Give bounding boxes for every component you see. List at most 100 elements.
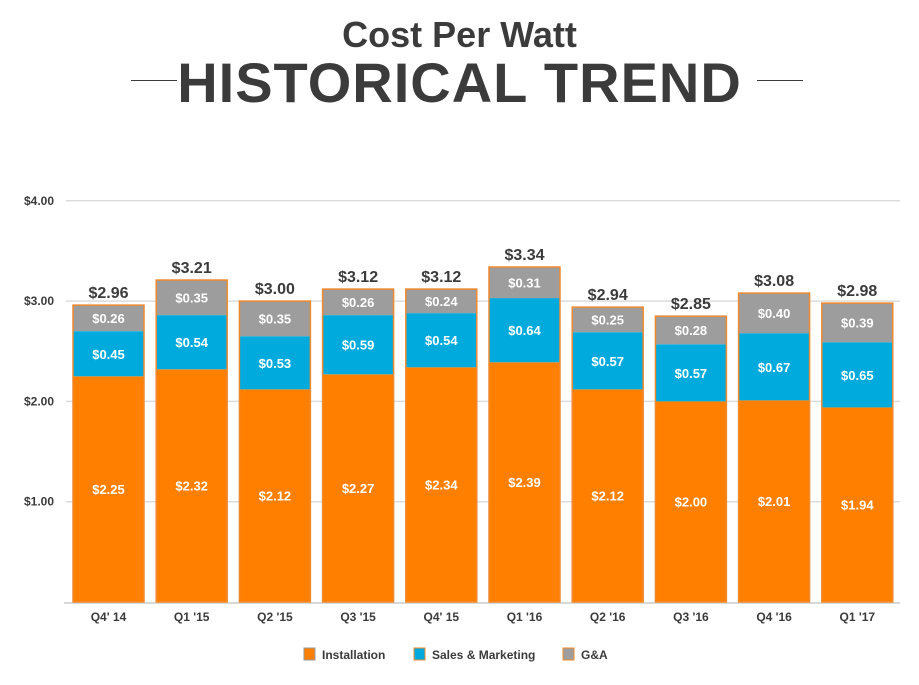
bar-segment-installation bbox=[405, 367, 477, 602]
segment-value-label: $0.39 bbox=[841, 316, 874, 331]
segment-value-label: $0.26 bbox=[342, 295, 375, 310]
title-rule-right bbox=[757, 80, 803, 81]
chart-title: Cost Per Watt bbox=[342, 14, 577, 55]
segment-value-label: $0.57 bbox=[675, 366, 708, 381]
segment-value-label: $0.24 bbox=[425, 294, 458, 309]
total-value-label: $3.00 bbox=[255, 281, 295, 298]
x-tick-label: Q3 '15 bbox=[340, 610, 376, 624]
x-tick-label: Q1 '15 bbox=[174, 610, 210, 624]
bar-outline bbox=[571, 306, 644, 603]
legend-swatch bbox=[303, 647, 316, 661]
bar-outline bbox=[321, 288, 395, 603]
bar-segment-installation bbox=[738, 400, 810, 602]
segment-value-label: $0.53 bbox=[259, 356, 292, 371]
bar-segment-sales-marketing bbox=[322, 315, 394, 375]
total-value-label: $3.08 bbox=[754, 273, 794, 290]
segment-value-label: $0.31 bbox=[508, 276, 541, 291]
bar-segment-installation bbox=[73, 376, 144, 602]
x-tick-label: Q4' 14 bbox=[91, 610, 127, 624]
bar-outline bbox=[488, 266, 561, 603]
bar-segment-installation bbox=[239, 389, 311, 602]
x-tick-label: Q3 '16 bbox=[673, 610, 709, 624]
segment-value-label: $2.12 bbox=[591, 489, 624, 504]
bar-segment-installation bbox=[156, 369, 228, 602]
bar-outline bbox=[405, 288, 478, 603]
segment-value-label: $0.26 bbox=[92, 311, 125, 326]
bar-segment-g-a bbox=[73, 305, 144, 332]
bar-segment-g-a bbox=[405, 289, 477, 314]
segment-value-label: $2.00 bbox=[675, 495, 708, 510]
y-tick-label: $1.00 bbox=[24, 495, 54, 509]
bar-outline bbox=[654, 315, 728, 603]
bar-outline bbox=[821, 302, 894, 603]
bar-segment-sales-marketing bbox=[73, 331, 144, 377]
bar-segment-sales-marketing bbox=[572, 332, 644, 390]
segment-value-label: $2.32 bbox=[175, 479, 208, 494]
bar-segment-g-a bbox=[489, 266, 560, 299]
segment-value-label: $2.34 bbox=[425, 478, 458, 493]
legend-label: G&A bbox=[581, 648, 608, 662]
segment-value-label: $0.59 bbox=[342, 338, 375, 353]
bar-segment-g-a bbox=[322, 289, 394, 316]
bar-segment-installation bbox=[655, 401, 727, 602]
bar-segment-g-a bbox=[156, 280, 228, 316]
segment-value-label: $0.45 bbox=[92, 347, 125, 362]
segment-value-label: $2.27 bbox=[342, 481, 375, 496]
title-rule-left bbox=[131, 80, 177, 81]
total-value-label: $3.34 bbox=[504, 247, 544, 264]
segment-value-label: $0.64 bbox=[508, 323, 541, 338]
bar-segment-sales-marketing bbox=[655, 344, 727, 402]
segment-value-label: $0.57 bbox=[591, 354, 624, 369]
segment-value-label: $1.94 bbox=[841, 498, 874, 513]
bar-segment-g-a bbox=[655, 316, 727, 345]
legend-label: Sales & Marketing bbox=[432, 648, 535, 662]
segment-value-label: $2.12 bbox=[259, 489, 292, 504]
y-tick-label: $2.00 bbox=[24, 394, 54, 408]
total-value-label: $2.85 bbox=[671, 296, 711, 313]
bar-segment-sales-marketing bbox=[239, 336, 311, 390]
segment-value-label: $0.25 bbox=[591, 313, 624, 328]
x-tick-label: Q1 '17 bbox=[840, 610, 876, 624]
segment-value-label: $0.28 bbox=[675, 323, 708, 338]
x-tick-label: Q4 '16 bbox=[756, 610, 792, 624]
segment-value-label: $0.54 bbox=[425, 333, 458, 348]
bar-segment-g-a bbox=[738, 293, 810, 334]
segment-value-label: $2.25 bbox=[92, 482, 125, 497]
segment-value-label: $0.54 bbox=[175, 335, 208, 350]
segment-value-label: $2.01 bbox=[758, 494, 791, 509]
legend-label: Installation bbox=[322, 648, 385, 662]
bar-segment-g-a bbox=[572, 307, 644, 333]
y-tick-label: $4.00 bbox=[24, 194, 54, 208]
total-value-label: $2.98 bbox=[837, 283, 877, 300]
y-tick-label: $3.00 bbox=[24, 294, 54, 308]
bar-segment-sales-marketing bbox=[405, 313, 477, 368]
bar-segment-g-a bbox=[821, 303, 893, 343]
legend-swatch bbox=[562, 647, 575, 661]
bar-segment-g-a bbox=[239, 301, 311, 337]
bar-outline bbox=[238, 300, 312, 603]
legend-swatch bbox=[413, 647, 426, 661]
chart-subtitle: HISTORICAL TREND bbox=[177, 51, 742, 114]
segment-value-label: $0.35 bbox=[259, 312, 292, 327]
segment-value-label: $2.39 bbox=[508, 475, 541, 490]
total-value-label: $2.96 bbox=[88, 285, 128, 302]
bar-segment-installation bbox=[821, 407, 893, 602]
x-tick-label: Q4' 15 bbox=[424, 610, 460, 624]
total-value-label: $3.12 bbox=[421, 269, 461, 286]
bar-segment-sales-marketing bbox=[738, 333, 810, 401]
bar-segment-installation bbox=[322, 374, 394, 602]
bar-segment-installation bbox=[489, 362, 560, 602]
x-tick-label: Q2 '15 bbox=[257, 610, 293, 624]
bar-segment-sales-marketing bbox=[821, 342, 893, 408]
x-tick-label: Q1 '16 bbox=[507, 610, 543, 624]
total-value-label: $3.12 bbox=[338, 269, 378, 286]
total-value-label: $2.94 bbox=[588, 287, 628, 304]
segment-value-label: $0.65 bbox=[841, 368, 874, 383]
total-value-label: $3.21 bbox=[172, 260, 212, 277]
segment-value-label: $0.40 bbox=[758, 306, 791, 321]
segment-value-label: $0.35 bbox=[175, 291, 208, 306]
bar-outline bbox=[72, 304, 145, 603]
bar-outline bbox=[155, 279, 228, 603]
x-tick-label: Q2 '16 bbox=[590, 610, 626, 624]
